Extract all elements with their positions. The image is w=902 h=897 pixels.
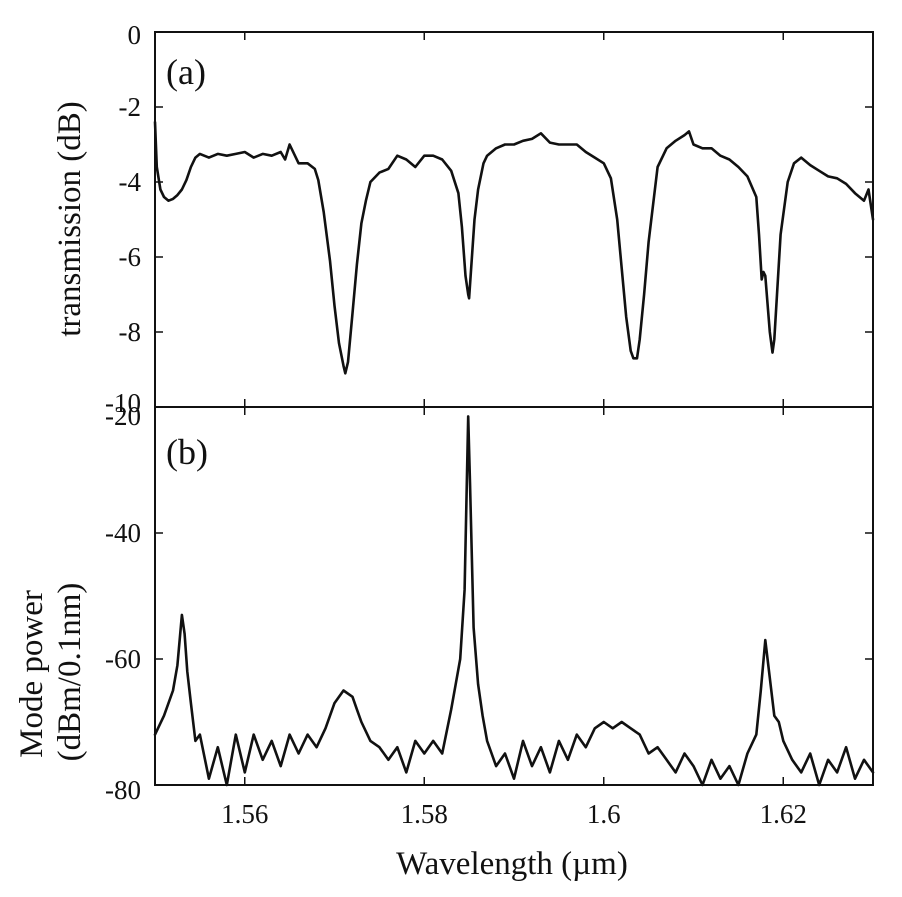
y-tick-label: -8 [119,317,142,347]
y-tick-label: -20 [105,401,141,431]
panel-b-mode-power-line [153,415,875,787]
panel-a-frame [154,31,874,408]
y-tick-label: -80 [105,775,141,805]
x-tick-label: 1.56 [221,799,268,829]
panel-a-ticks [155,31,873,408]
panel-a-y-tick-labels: 0 -2 -4 -6 -8 -10 [105,20,141,418]
y-tick-label: -10 [105,388,141,418]
x-axis-label: Wavelength (µm) [396,846,628,882]
panel-a: 0 -2 -4 -6 -8 -10 (a) transmission (dB) [52,20,875,418]
y-tick-label: 0 [128,20,142,50]
y-tick-label: -6 [119,242,142,272]
y-tick-label: -4 [119,167,142,197]
panel-a-y-axis-label: transmission (dB) [52,101,88,337]
panel-a-transmission-line [153,120,875,375]
panel-b-x-tick-labels: 1.56 1.58 1.6 1.62 [221,799,807,829]
x-tick-label: 1.6 [587,799,621,829]
panel-b-y-axis-label-line-2: (dBm/0.1nm) [52,583,88,762]
y-tick-label: -2 [119,92,142,122]
x-tick-label: 1.58 [401,799,448,829]
panel-b-y-tick-labels: -20 -40 -60 -80 [105,401,141,805]
panel-b-y-axis-label-line-1: Mode power [14,590,50,758]
y-tick-label: -60 [105,644,141,674]
panel-a-label: (a) [166,52,206,92]
x-tick-label: 1.62 [760,799,807,829]
y-tick-label: -40 [105,518,141,548]
panel-b-frame [154,406,874,786]
panel-b: -20 -40 -60 -80 1.56 1.58 1.6 1.62 (b) Mode po… [14,401,875,882]
panel-b-ticks [155,406,873,786]
panel-b-label: (b) [166,432,208,472]
